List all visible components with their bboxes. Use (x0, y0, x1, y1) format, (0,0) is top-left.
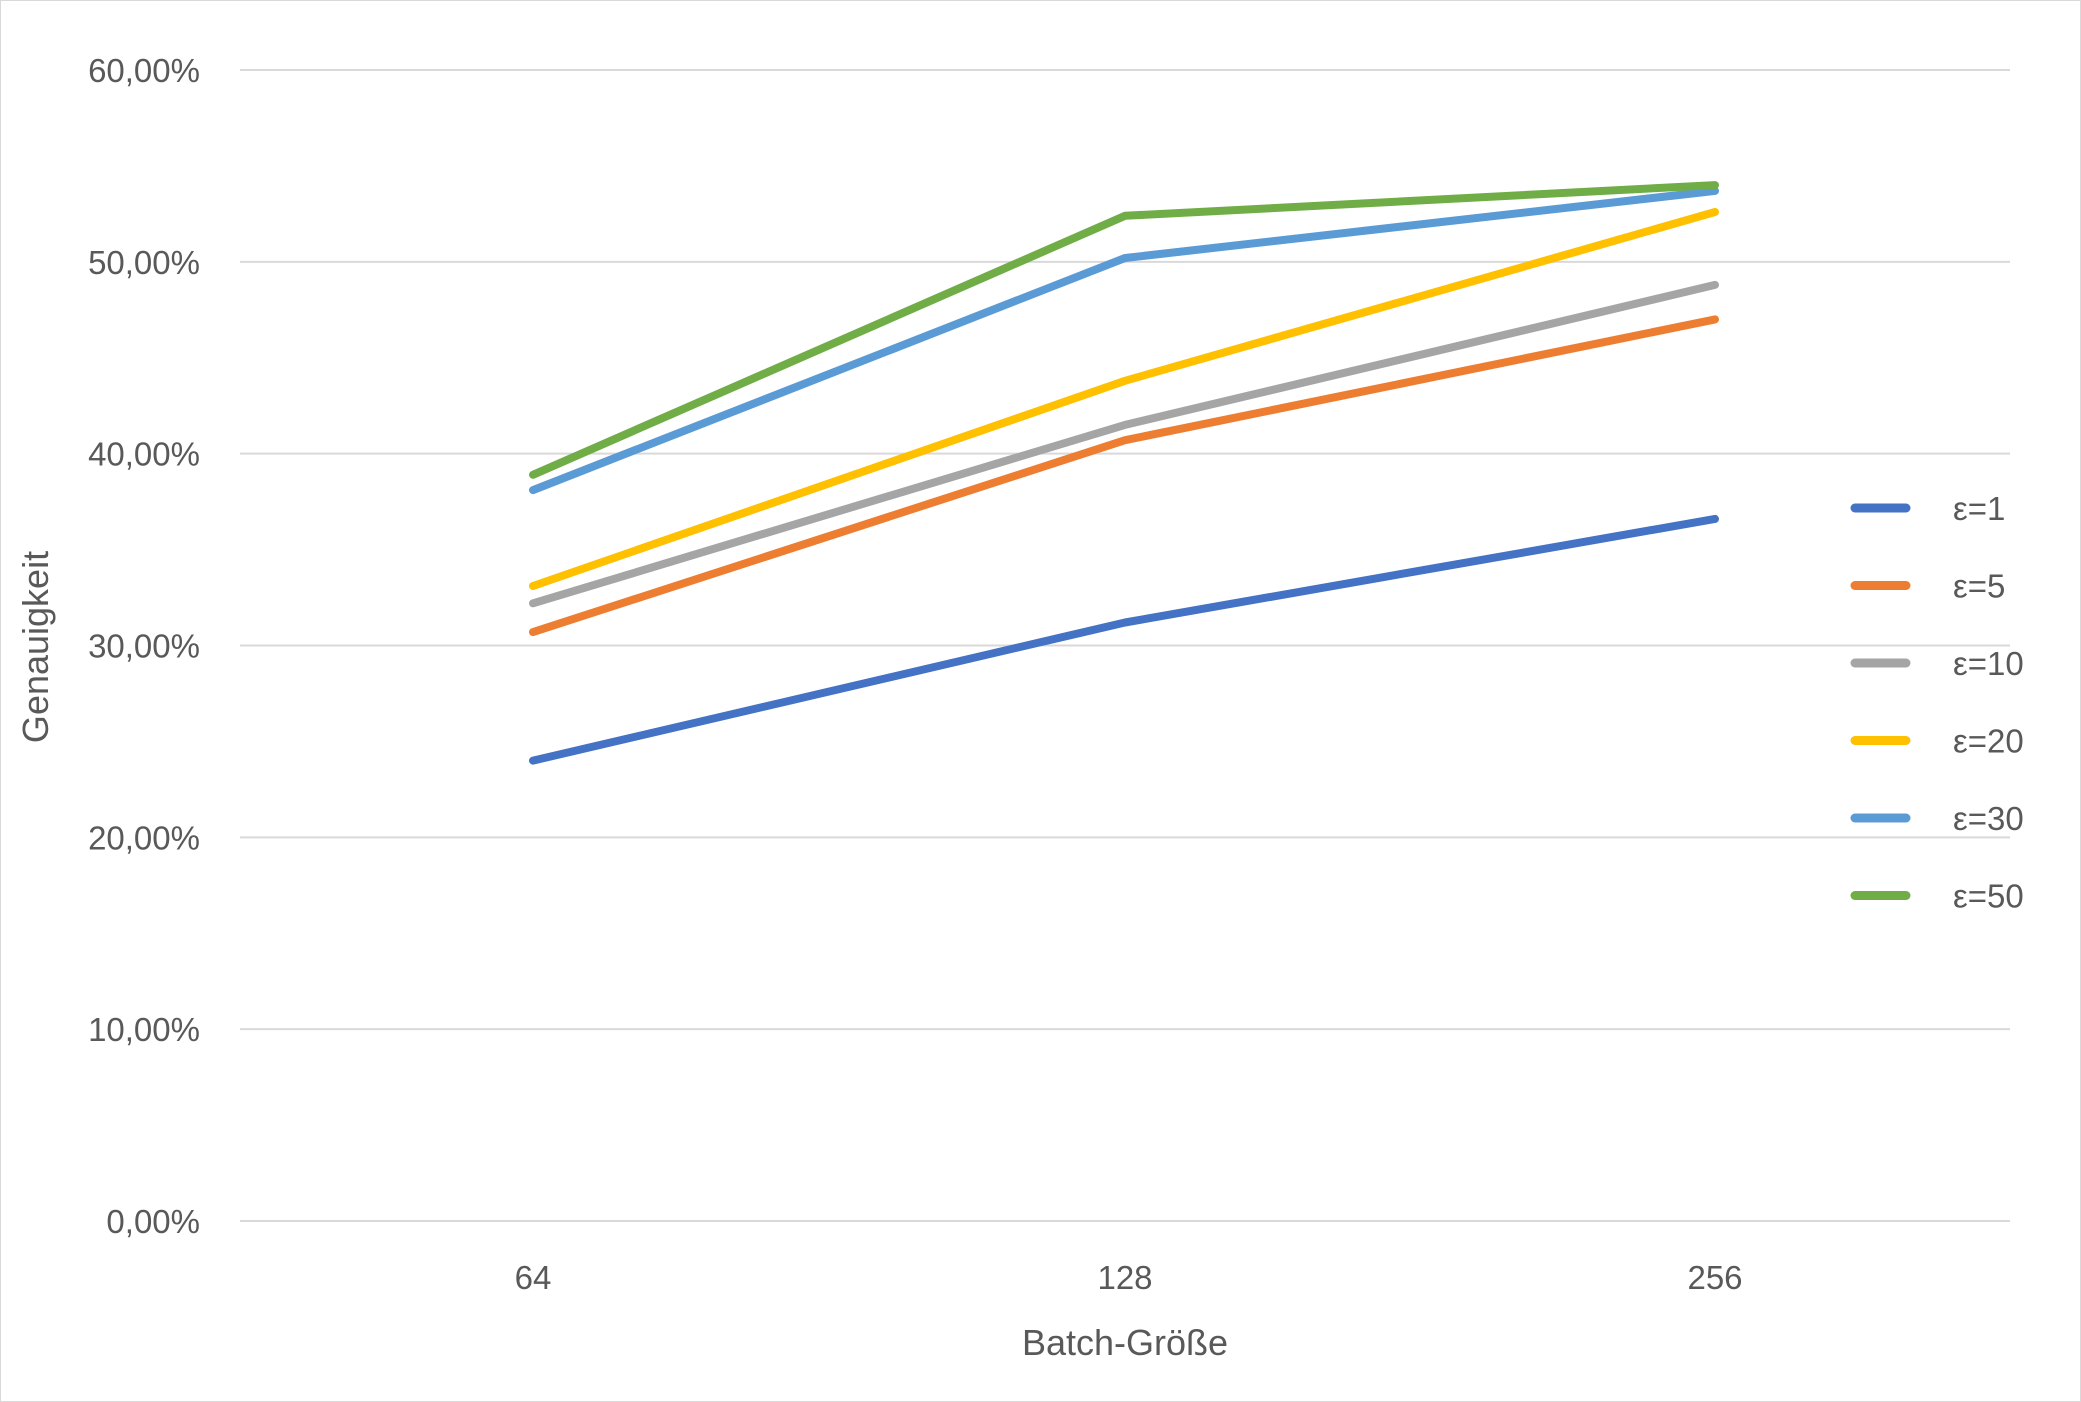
gridlines (240, 69, 2010, 1222)
legend-item: ε=20 (1850, 723, 2024, 760)
series-line-2 (529, 315, 1719, 637)
legend-item: ε=10 (1850, 645, 2024, 682)
y-tick-label: 40,00% (88, 436, 200, 473)
y-axis-ticks: 0,00% 10,00% 20,00% 30,00% 40,00% 50,00% 60,00… (88, 52, 200, 1240)
legend-label: ε=20 (1953, 723, 2024, 760)
series-lines (529, 181, 1719, 765)
legend: ε=1 ε=5 ε=10 ε=20 ε=30 ε=50 (1850, 490, 2024, 915)
series-line-4 (529, 208, 1719, 590)
legend-item: ε=1 (1850, 490, 2005, 527)
series-line-5 (529, 186, 1719, 495)
legend-item: ε=30 (1850, 800, 2024, 837)
series-line-3 (529, 280, 1719, 608)
x-tick-label: 64 (515, 1259, 552, 1296)
legend-label: ε=1 (1953, 490, 2005, 527)
series-line-6 (529, 181, 1719, 479)
y-tick-label: 60,00% (88, 52, 200, 89)
series-line-1 (529, 514, 1719, 765)
x-axis-ticks: 64 128 256 (515, 1259, 1743, 1296)
x-tick-label: 256 (1687, 1259, 1742, 1296)
y-tick-label: 30,00% (88, 628, 200, 665)
y-tick-label: 20,00% (88, 819, 200, 856)
legend-label: ε=10 (1953, 645, 2024, 682)
y-tick-label: 50,00% (88, 244, 200, 281)
y-axis-title: Genauigkeit (15, 551, 56, 743)
legend-label: ε=5 (1953, 568, 2005, 605)
legend-item: ε=5 (1850, 568, 2005, 605)
x-tick-label: 128 (1097, 1259, 1152, 1296)
legend-label: ε=30 (1953, 800, 2024, 837)
y-tick-label: 0,00% (106, 1203, 200, 1240)
legend-item: ε=50 (1850, 878, 2024, 915)
x-axis-title: Batch-Größe (1022, 1322, 1228, 1363)
legend-label: ε=50 (1953, 878, 2024, 915)
y-tick-label: 10,00% (88, 1011, 200, 1048)
